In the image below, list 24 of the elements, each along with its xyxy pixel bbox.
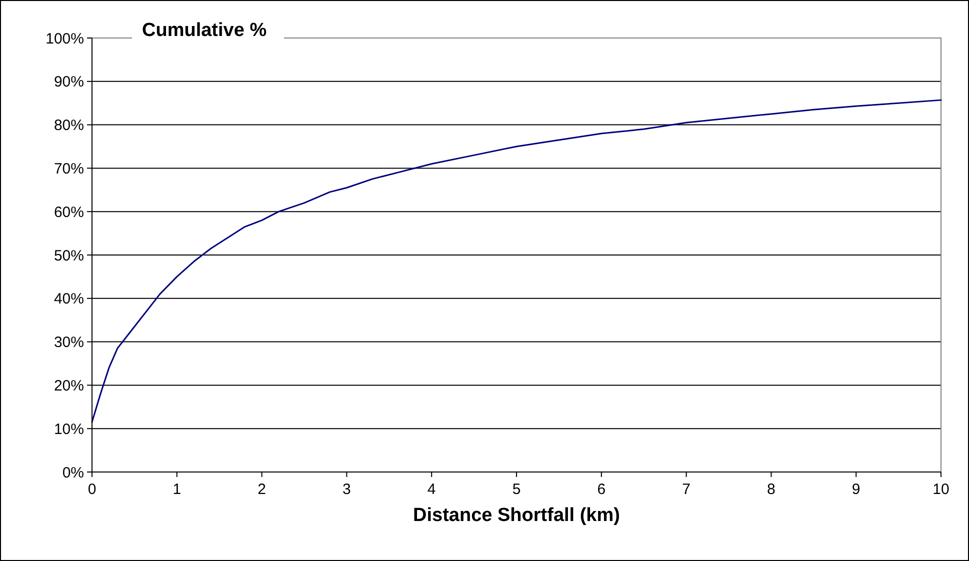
x-tick-label: 3: [342, 481, 351, 498]
x-tick-label: 4: [427, 481, 436, 498]
y-tick-label: 0%: [62, 464, 84, 482]
x-tick-label: 0: [88, 481, 96, 498]
x-tick-label: 2: [258, 481, 266, 498]
y-tick-label: 70%: [54, 160, 84, 178]
x-tick-label: 6: [597, 481, 606, 498]
x-axis-title: Distance Shortfall (km): [413, 505, 620, 526]
x-tick-label: 5: [512, 481, 521, 498]
x-tick-label: 7: [682, 481, 690, 498]
y-tick-label: 60%: [54, 204, 84, 221]
y-tick-label: 90%: [54, 74, 84, 91]
x-tick-label: 1: [172, 481, 182, 498]
y-tick-label: 10%: [54, 420, 84, 438]
y-tick-label: 30%: [54, 334, 84, 352]
y-tick-label: 40%: [54, 290, 84, 308]
chart-title: Cumulative %: [142, 20, 267, 41]
y-tick-label: 100%: [46, 30, 84, 48]
x-tick-label: 10: [932, 481, 950, 498]
x-tick-label: 8: [767, 481, 776, 498]
y-tick-label: 80%: [54, 117, 84, 134]
y-tick-label: 20%: [54, 377, 84, 394]
x-tick-label: 9: [852, 481, 860, 498]
y-tick-label: 50%: [54, 247, 84, 264]
